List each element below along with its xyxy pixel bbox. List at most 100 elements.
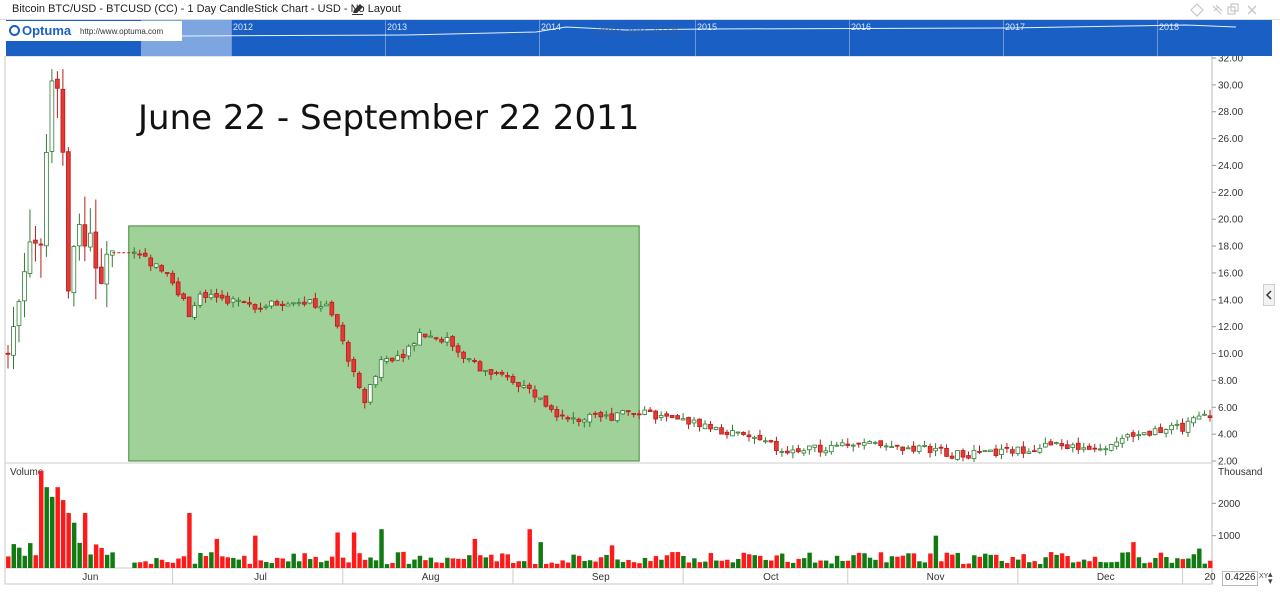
volume-bar (911, 553, 917, 568)
candle-body (5, 352, 11, 355)
volume-bar (1208, 560, 1213, 568)
volume-bar (1164, 557, 1169, 568)
volume-bar (247, 563, 253, 568)
volume-bar (1081, 559, 1087, 568)
volume-bar (253, 535, 258, 568)
candle-body (647, 409, 653, 412)
price-tick-label: 10.00 (1218, 349, 1243, 360)
candle-body (697, 418, 702, 428)
candle-body (999, 448, 1004, 455)
candle-body (1114, 441, 1120, 447)
side-panel-toggle[interactable] (1263, 284, 1275, 306)
volume-bar (812, 562, 818, 568)
price-tick-label: 6.00 (1218, 403, 1238, 414)
duplicate-icon[interactable] (1226, 3, 1240, 17)
candle-body (439, 338, 444, 343)
volume-bar (28, 543, 33, 568)
month-label: Nov (927, 572, 945, 583)
volume-bar (423, 560, 428, 568)
zoom-spinner-icon[interactable]: ▴ ▾ (1268, 569, 1273, 586)
zoom-input[interactable]: 0.4226 (1222, 571, 1258, 586)
candle-body (543, 395, 549, 407)
candle-body (1070, 444, 1076, 448)
volume-bar (867, 557, 873, 568)
candle-body (801, 450, 807, 454)
candle-body (1202, 413, 1207, 416)
volume-bar (1065, 555, 1070, 568)
candle-body (22, 271, 27, 302)
navigator-year: 2018 (1159, 22, 1180, 32)
candle-body (1169, 424, 1174, 431)
candle-body (812, 444, 818, 448)
volume-bar (664, 555, 670, 568)
candle-body (444, 337, 450, 343)
volume-bar (66, 513, 71, 568)
candle-body (669, 414, 675, 418)
close-icon[interactable] (1245, 3, 1259, 17)
price-tick-label: 14.00 (1218, 295, 1243, 306)
candle-body (313, 298, 318, 308)
candle-body (1207, 415, 1213, 418)
candle-body (642, 409, 647, 415)
candle-body (1158, 427, 1163, 434)
volume-bar (543, 563, 549, 568)
candle-body (142, 252, 148, 257)
volume-bar (231, 557, 236, 568)
candle-body (318, 306, 324, 309)
volume-bar (143, 561, 148, 568)
volume-bar (571, 554, 576, 568)
candle-body (148, 257, 154, 267)
candle-body (955, 450, 960, 460)
candle-body (933, 447, 938, 452)
candle-body (653, 410, 658, 420)
volume-bar (582, 561, 587, 568)
volume-bar (417, 555, 423, 568)
volume-bar (895, 556, 900, 568)
candle-body (779, 450, 785, 453)
volume-bar (1015, 559, 1021, 568)
candle-body (592, 412, 598, 415)
diamond-icon[interactable] (1190, 3, 1204, 17)
candle-body (527, 384, 532, 389)
price-tick-label: 32.00 (1218, 56, 1243, 65)
volume-bar (532, 563, 538, 568)
candle-body (433, 337, 439, 340)
volume-bar (1021, 554, 1026, 568)
volume-bar (522, 561, 527, 568)
volume-tick-label: 1000 (1218, 531, 1241, 542)
volume-bar (1175, 558, 1180, 568)
candle-body (153, 263, 159, 268)
volume-bar (17, 547, 22, 568)
timeline-navigator[interactable]: 2012 2013 2014 2015 2016 2017 2018 28th … (6, 20, 1272, 56)
volume-bar (55, 487, 60, 568)
candle-body (417, 332, 422, 346)
zoom-mode-label[interactable]: XY (1259, 573, 1269, 580)
month-label: Dec (1097, 572, 1115, 583)
volume-bar (1180, 559, 1186, 568)
candle-body (252, 304, 258, 310)
candle-body (98, 266, 104, 284)
candle-body (927, 445, 933, 453)
volume-bar (313, 556, 318, 568)
pin-icon[interactable] (1210, 3, 1224, 17)
price-tick-label: 2.00 (1218, 457, 1238, 468)
candle-body (263, 305, 269, 308)
month-label: 20 (1204, 572, 1216, 583)
volume-bar (631, 562, 637, 568)
pencil-icon[interactable] (351, 2, 365, 16)
volume-bar (225, 557, 231, 568)
volume-bar (434, 562, 439, 568)
candle-body (1130, 432, 1136, 437)
volume-bar (500, 553, 505, 568)
navigator-tick (231, 20, 232, 56)
candle-body (494, 372, 499, 374)
candle-body (406, 345, 411, 357)
volume-bar (675, 552, 681, 568)
volume-bar (983, 553, 988, 568)
volume-bar (554, 563, 560, 568)
volume-bar (302, 553, 307, 568)
volume-bar (296, 561, 302, 568)
chevron-left-icon (1265, 290, 1272, 300)
volume-bar (736, 558, 741, 568)
candlestick-chart[interactable]: 32.00 30.00 28.00 26.00 24.00 22.00 20.00 18.00… (0, 56, 1280, 586)
